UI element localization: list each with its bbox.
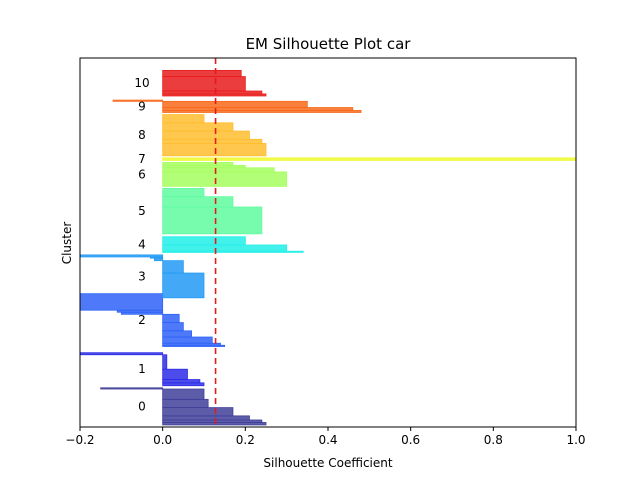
cluster-2-bar xyxy=(162,313,180,323)
cluster-0-bar xyxy=(100,387,164,390)
cluster-2-bar xyxy=(162,322,184,332)
x-tick-label: 0.8 xyxy=(484,433,503,447)
cluster-1-group xyxy=(79,352,205,387)
x-axis-ticks: −0.2 0.0 0.2 0.4 0.6 0.8 1.0 xyxy=(65,427,586,447)
cluster-label-8: 8 xyxy=(138,128,146,142)
cluster-1-bar xyxy=(79,352,164,356)
cluster-9-bar xyxy=(162,100,308,108)
x-tick-label: 0.0 xyxy=(153,433,172,447)
cluster-8-bar xyxy=(162,130,250,140)
cluster-3-bar xyxy=(162,272,205,299)
cluster-4-bar xyxy=(162,236,246,246)
cluster-8-bar xyxy=(162,138,263,144)
cluster-7-bar xyxy=(162,157,577,161)
cluster-1-bar xyxy=(162,382,205,387)
cluster-5-bar xyxy=(162,206,263,235)
x-tick-label: −0.2 xyxy=(65,433,94,447)
cluster-2-bar xyxy=(79,293,164,311)
x-axis-label: Silhouette Coefficient xyxy=(263,456,392,470)
cluster-9-bar xyxy=(112,99,164,102)
cluster-0-bar xyxy=(162,388,205,400)
cluster-labels: 0 1 2 3 4 5 67 8 9 10 xyxy=(134,76,149,413)
cluster-8-group xyxy=(162,114,267,157)
x-tick-label: 0.4 xyxy=(318,433,337,447)
cluster-7-group xyxy=(162,157,577,161)
x-tick-label: 0.6 xyxy=(401,433,420,447)
cluster-0-group xyxy=(100,387,267,426)
cluster-4-bar xyxy=(162,244,288,252)
cluster-8-bar xyxy=(162,122,234,132)
cluster-label-0: 0 xyxy=(138,399,146,413)
cluster-8-bar xyxy=(162,143,267,157)
cluster-0-bar xyxy=(162,415,250,421)
cluster-1-bar xyxy=(162,354,168,370)
cluster-label-2: 2 xyxy=(138,313,146,327)
y-axis-label: Cluster xyxy=(60,222,74,265)
cluster-8-bar xyxy=(162,114,205,124)
cluster-5-bar xyxy=(162,196,234,208)
cluster-label-7: 7 xyxy=(138,152,146,166)
cluster-label-4: 4 xyxy=(138,238,146,252)
cluster-2-group xyxy=(79,293,226,347)
cluster-3-group xyxy=(79,254,205,299)
cluster-9-bar xyxy=(162,107,354,111)
chart-title: EM Silhouette Plot car xyxy=(246,35,412,53)
cluster-label-5: 5 xyxy=(138,204,146,218)
cluster-0-bar xyxy=(162,407,234,417)
cluster-label-6: 6 xyxy=(138,167,146,181)
cluster-1-bar xyxy=(162,379,201,384)
cluster-10-bar xyxy=(162,69,242,77)
cluster-label-3: 3 xyxy=(138,269,146,283)
cluster-1-bar xyxy=(162,368,188,380)
cluster-label-1: 1 xyxy=(138,362,146,376)
cluster-10-bar xyxy=(162,90,263,95)
cluster-label-10: 10 xyxy=(134,76,149,90)
cluster-6-bar xyxy=(162,167,275,173)
cluster-6-group xyxy=(162,162,288,187)
x-tick-label: 0.2 xyxy=(236,433,255,447)
cluster-9-group xyxy=(112,99,362,113)
cluster-3-bar xyxy=(79,254,164,258)
cluster-10-group xyxy=(162,69,267,97)
cluster-5-group xyxy=(162,188,263,235)
cluster-label-9: 9 xyxy=(138,99,146,113)
silhouette-bars xyxy=(79,69,577,426)
cluster-6-bar xyxy=(162,171,288,187)
x-tick-label: 1.0 xyxy=(566,433,585,447)
cluster-2-bar xyxy=(162,330,192,338)
cluster-4-group xyxy=(162,236,304,253)
cluster-5-bar xyxy=(162,188,205,198)
cluster-0-bar xyxy=(162,398,209,409)
cluster-3-bar xyxy=(162,260,184,274)
cluster-2-bar xyxy=(162,336,213,344)
cluster-10-bar xyxy=(162,76,246,92)
cluster-6-bar xyxy=(162,162,234,166)
